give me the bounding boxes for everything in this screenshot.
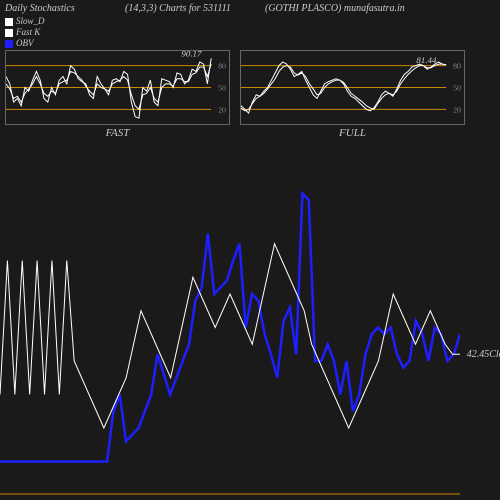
svg-text:81.44: 81.44 <box>416 55 437 65</box>
svg-text:50: 50 <box>453 83 461 92</box>
fast-stochastic-chart: 20508090.17 FAST <box>5 50 230 125</box>
main-obv-chart: 42.45Close <box>0 160 460 495</box>
svg-text:80: 80 <box>453 62 461 71</box>
chart-params: (14,3,3) Charts for 531111 <box>125 3 265 14</box>
legend-item-obv: OBV <box>5 38 45 49</box>
legend: Slow_D Fast K OBV <box>5 16 45 49</box>
legend-item-slow-d: Slow_D <box>5 16 45 27</box>
legend-label: Fast K <box>16 27 40 38</box>
close-value-label: 42.45Close <box>467 349 500 360</box>
full-chart-title: FULL <box>241 127 464 139</box>
main-chart-svg <box>0 160 460 495</box>
legend-swatch <box>5 18 13 26</box>
legend-item-fast-k: Fast K <box>5 27 45 38</box>
full-chart-svg: 20 50 80 81.44 <box>241 51 464 124</box>
legend-label: Slow_D <box>16 16 45 27</box>
svg-text:90.17: 90.17 <box>181 51 202 58</box>
legend-swatch <box>5 40 13 48</box>
chart-title: Daily Stochastics <box>5 3 125 14</box>
chart-container: Daily Stochastics (14,3,3) Charts for 53… <box>0 0 500 500</box>
svg-text:20: 20 <box>218 105 226 114</box>
fast-chart-svg: 20 50 80 90.17 <box>6 51 229 124</box>
legend-swatch <box>5 29 13 37</box>
header-row: Daily Stochastics (14,3,3) Charts for 53… <box>5 3 495 14</box>
svg-text:20: 20 <box>453 105 461 114</box>
svg-text:50: 50 <box>218 83 226 92</box>
svg-text:80: 80 <box>218 62 226 71</box>
legend-label: OBV <box>16 38 34 49</box>
full-stochastic-chart: 20508081.44 FULL <box>240 50 465 125</box>
stock-name: (GOTHI PLASCO) munafasutra.in <box>265 3 495 14</box>
fast-chart-title: FAST <box>6 127 229 139</box>
